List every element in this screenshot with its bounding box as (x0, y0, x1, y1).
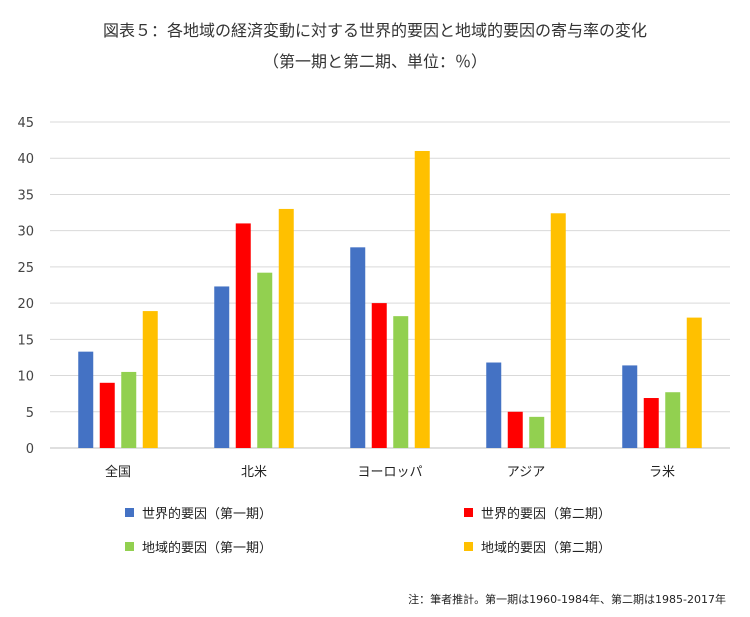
bar (235, 223, 251, 448)
category-label: 北米 (241, 465, 267, 480)
bar (414, 150, 430, 448)
legend: 世界的要因（第一期） 世界的要因（第二期） 地域的要因（第一期） 地域的要因（第二期） (125, 506, 611, 556)
bar (550, 213, 566, 448)
category-label: アジア (507, 465, 545, 480)
bar (529, 416, 545, 448)
gridlines (50, 121, 730, 449)
bar (257, 272, 273, 448)
legend-label: 世界的要因（第二期） (481, 506, 611, 522)
chart-subtitle: （第一期と第二期、単位：％） (263, 52, 487, 71)
legend-swatch (464, 508, 473, 517)
bar (371, 303, 387, 448)
bar (142, 311, 158, 448)
legend-label: 世界的要因（第一期） (142, 506, 272, 522)
legend-label: 地域的要因（第一期） (142, 540, 272, 556)
bars (78, 150, 702, 448)
y-tick-label: 0 (26, 442, 34, 457)
bar (486, 362, 502, 448)
bar (393, 316, 409, 448)
x-axis-categories: 全国 北米 ヨーロッパ アジア ラ米 (105, 464, 675, 480)
category-label: ラ米 (649, 465, 675, 480)
y-tick-label: 20 (17, 297, 34, 312)
chart-title: 図表５：各地域の経済変動に対する世界的要因と地域的要因の寄与率の変化 (103, 21, 647, 40)
bar (121, 371, 137, 448)
bar (350, 247, 366, 448)
legend-swatch (464, 542, 473, 551)
y-axis-ticks: 0 5 10 15 20 25 30 35 40 45 (17, 116, 34, 457)
category-label: ヨーロッパ (357, 465, 422, 480)
y-tick-label: 5 (26, 406, 34, 421)
bar (686, 317, 702, 448)
y-tick-label: 15 (17, 333, 34, 348)
bar (214, 286, 230, 448)
bar (507, 411, 523, 448)
bar (622, 365, 638, 448)
footnote: 注：筆者推計。第一期は1960-1984年、第二期は1985-2017年 (408, 592, 726, 606)
legend-swatch (125, 508, 134, 517)
legend-label: 地域的要因（第二期） (481, 540, 611, 556)
y-tick-label: 30 (17, 225, 34, 240)
legend-swatch (125, 542, 134, 551)
y-tick-label: 45 (17, 116, 34, 131)
bar (99, 382, 115, 448)
bar (78, 351, 94, 448)
y-tick-label: 35 (17, 188, 34, 203)
y-tick-label: 25 (17, 261, 34, 276)
bar (643, 398, 659, 448)
category-label: 全国 (105, 464, 131, 480)
bar (278, 208, 294, 448)
y-tick-label: 10 (17, 370, 34, 385)
y-tick-label: 40 (17, 152, 34, 167)
bar (665, 392, 681, 448)
